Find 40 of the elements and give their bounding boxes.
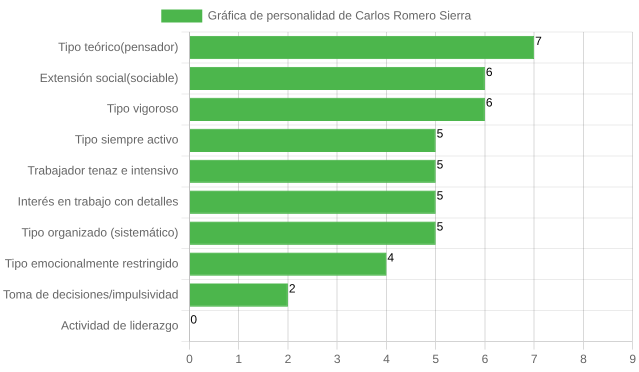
x-tick-label: 0 xyxy=(186,352,194,366)
bar xyxy=(190,252,386,276)
bar xyxy=(190,128,436,152)
data-label: 6 xyxy=(486,64,493,79)
data-label: 2 xyxy=(288,281,296,296)
x-tick-label: 6 xyxy=(482,352,489,366)
y-tick-label: Actividad de liderazgo xyxy=(61,318,179,332)
data-label: 6 xyxy=(486,96,493,110)
bar xyxy=(190,160,436,183)
y-tick-label: Extensión social(sociable) xyxy=(40,70,178,85)
y-tick-label: Tipo vigoroso xyxy=(106,102,179,116)
x-tick-label: 3 xyxy=(334,352,341,366)
x-tick-label: 5 xyxy=(432,352,440,366)
y-tick-label: Tipo teórico(pensador) xyxy=(58,40,178,54)
data-label: 0 xyxy=(190,312,198,326)
y-tick-label: Interés en trabajo con detalles xyxy=(18,194,178,209)
data-label: 5 xyxy=(436,220,444,234)
data-label: 5 xyxy=(436,188,444,203)
y-tick-label: Trabajador tenaz e intensivo xyxy=(27,164,179,178)
y-tick-label: Toma de decisiones/impulsividad xyxy=(2,287,178,302)
x-tick-label: 8 xyxy=(580,352,588,366)
bar xyxy=(190,98,485,122)
y-tick-label: Tipo emocionalmente restringido xyxy=(4,256,179,271)
bar xyxy=(190,222,436,245)
x-tick-label: 4 xyxy=(383,352,390,366)
data-label: 7 xyxy=(535,34,542,48)
y-tick-label: Tipo siempre activo xyxy=(74,132,179,147)
bar xyxy=(190,66,485,90)
data-label: 5 xyxy=(436,126,444,141)
bar xyxy=(190,36,534,60)
data-label: 4 xyxy=(387,250,394,265)
x-tick-label: 2 xyxy=(284,352,292,366)
x-tick-label: 7 xyxy=(530,352,538,366)
bar xyxy=(190,190,436,214)
data-label: 5 xyxy=(436,158,444,172)
x-tick-label: 9 xyxy=(629,352,636,366)
x-tick-label: 1 xyxy=(235,352,242,366)
y-tick-label: Tipo organizado (sistemático) xyxy=(21,226,178,240)
bar xyxy=(190,284,288,307)
legend-label: Gráfica de personalidad de Carlos Romero Sierra xyxy=(208,8,472,22)
